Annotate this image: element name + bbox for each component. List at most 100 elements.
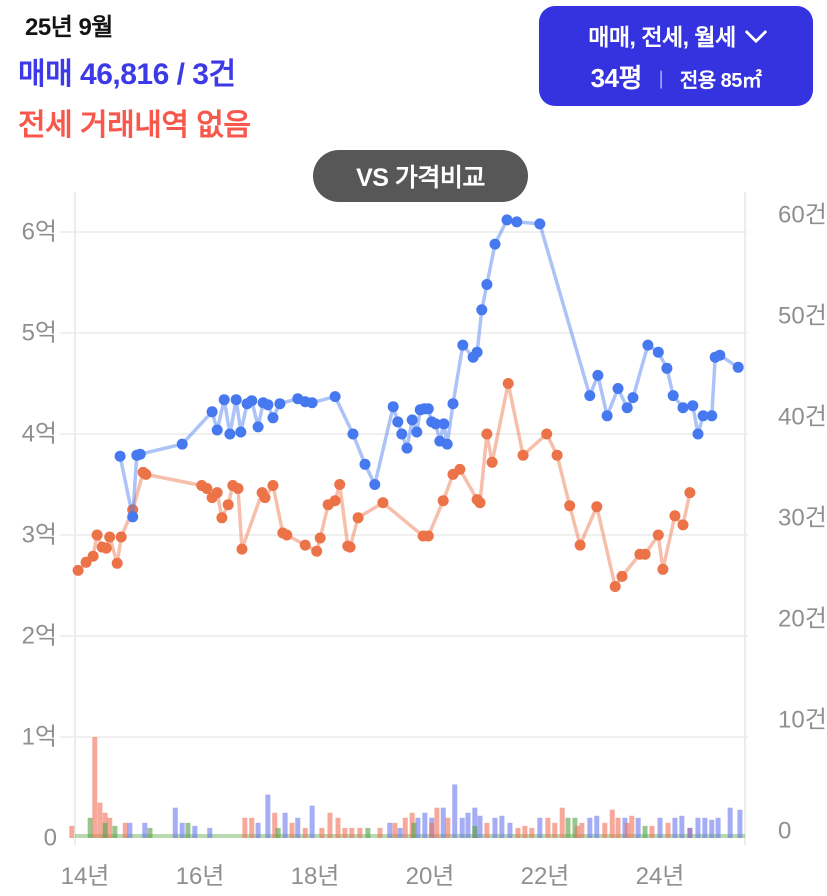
jeonse-point[interactable] <box>115 531 127 543</box>
jeonse-point[interactable] <box>100 542 112 554</box>
volume-bar[interactable] <box>365 827 371 838</box>
jeonse-point[interactable] <box>222 499 234 511</box>
volume-bar[interactable] <box>249 817 255 838</box>
volume-bar[interactable] <box>295 817 301 838</box>
sale-point[interactable] <box>652 346 664 358</box>
jeonse-point[interactable] <box>216 512 228 524</box>
volume-bar[interactable] <box>179 822 185 838</box>
volume-bar[interactable] <box>552 822 558 838</box>
volume-bar[interactable] <box>587 817 593 838</box>
volume-bar[interactable] <box>422 812 428 838</box>
volume-bar[interactable] <box>127 822 133 838</box>
volume-bar[interactable] <box>579 822 585 838</box>
volume-bar[interactable] <box>459 817 465 838</box>
volume-bar[interactable] <box>319 827 325 838</box>
volume-bar[interactable] <box>397 827 403 838</box>
volume-bar[interactable] <box>392 822 398 838</box>
volume-bar[interactable] <box>440 807 446 838</box>
jeonse-point[interactable] <box>502 378 514 389</box>
volume-bar[interactable] <box>695 817 701 838</box>
jeonse-point[interactable] <box>267 480 279 491</box>
sale-point[interactable] <box>246 395 258 407</box>
volume-bar[interactable] <box>492 817 498 838</box>
volume-bar[interactable] <box>687 827 693 838</box>
sale-point[interactable] <box>441 438 453 450</box>
sale-point[interactable] <box>511 216 523 228</box>
sale-point[interactable] <box>621 402 633 414</box>
sale-point[interactable] <box>422 403 434 415</box>
jeonse-point[interactable] <box>236 543 248 555</box>
jeonse-point[interactable] <box>454 463 466 475</box>
jeonse-point[interactable] <box>259 492 271 504</box>
jeonse-point[interactable] <box>574 539 586 551</box>
sale-point[interactable] <box>714 349 726 361</box>
jeonse-point[interactable] <box>87 550 99 562</box>
volume-bar[interactable] <box>484 822 490 838</box>
volume-bar[interactable] <box>434 807 440 838</box>
jeonse-point[interactable] <box>541 428 553 440</box>
sale-point[interactable] <box>457 339 469 351</box>
sale-point[interactable] <box>584 390 596 402</box>
volume-bar[interactable] <box>477 815 483 838</box>
volume-bar[interactable] <box>515 827 521 838</box>
volume-bar[interactable] <box>102 822 108 838</box>
volume-bar[interactable] <box>242 817 248 838</box>
jeonse-point[interactable] <box>564 500 576 512</box>
volume-bar[interactable] <box>429 822 435 838</box>
volume-bar[interactable] <box>272 812 278 838</box>
jeonse-point[interactable] <box>344 541 356 553</box>
volume-bar[interactable] <box>602 822 608 838</box>
volume-bar[interactable] <box>574 825 580 838</box>
volume-bar[interactable] <box>545 817 551 838</box>
volume-bar[interactable] <box>255 822 261 838</box>
volume-bar[interactable] <box>727 807 733 838</box>
sale-point[interactable] <box>369 479 381 490</box>
jeonse-point[interactable] <box>329 495 341 507</box>
trade-type-filter-button[interactable]: 매매, 전세, 월세 34평 ㅣ 전용 85㎡ <box>539 6 813 106</box>
volume-bar[interactable] <box>642 825 648 838</box>
volume-bar[interactable] <box>122 822 128 838</box>
jeonse-point[interactable] <box>652 529 664 541</box>
volume-bar[interactable] <box>107 817 113 838</box>
volume-bar[interactable] <box>142 822 148 838</box>
volume-bar[interactable] <box>452 784 458 838</box>
volume-bar[interactable] <box>679 815 685 838</box>
volume-bar[interactable] <box>387 822 393 838</box>
volume-bar[interactable] <box>737 809 743 838</box>
sale-point[interactable] <box>612 383 624 394</box>
jeonse-point[interactable] <box>311 545 323 557</box>
volume-bar[interactable] <box>342 827 348 838</box>
sale-point[interactable] <box>127 511 139 523</box>
volume-bar[interactable] <box>327 812 333 838</box>
sale-point[interactable] <box>359 458 371 470</box>
sale-point[interactable] <box>134 448 146 460</box>
jeonse-point[interactable] <box>232 483 244 494</box>
sale-point[interactable] <box>677 402 689 414</box>
sale-point[interactable] <box>642 339 654 351</box>
volume-bar[interactable] <box>665 822 671 838</box>
volume-bar[interactable] <box>282 812 288 838</box>
sale-point[interactable] <box>218 394 230 406</box>
sale-point[interactable] <box>706 410 718 422</box>
sale-point[interactable] <box>176 438 188 450</box>
sale-point[interactable] <box>347 428 359 440</box>
volume-bar[interactable] <box>709 819 715 838</box>
jeonse-point[interactable] <box>352 512 364 524</box>
jeonse-point[interactable] <box>684 487 696 499</box>
volume-bar[interactable] <box>594 815 600 838</box>
sale-point[interactable] <box>274 398 286 410</box>
vs-price-compare-button[interactable]: VS 가격비교 <box>313 150 528 202</box>
sale-point[interactable] <box>476 304 488 316</box>
sale-point[interactable] <box>114 450 126 462</box>
sale-point[interactable] <box>667 390 679 402</box>
jeonse-point[interactable] <box>677 519 689 531</box>
sale-point[interactable] <box>438 418 450 430</box>
jeonse-point[interactable] <box>591 501 603 513</box>
volume-bar[interactable] <box>207 827 213 838</box>
sale-point[interactable] <box>481 279 493 290</box>
volume-bar[interactable] <box>69 825 75 838</box>
jeonse-point[interactable] <box>104 531 116 543</box>
jeonse-point[interactable] <box>299 539 311 551</box>
volume-bar[interactable] <box>87 817 93 838</box>
